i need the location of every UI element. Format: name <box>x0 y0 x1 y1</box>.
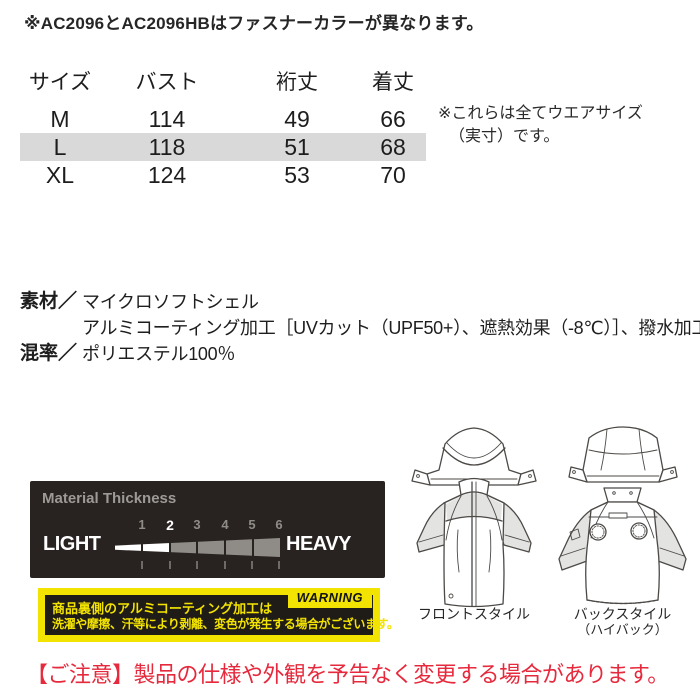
sleeve-value: 53 <box>284 161 310 188</box>
gauge-tick <box>169 561 171 569</box>
size-table: サイズ バスト 裄丈 着丈 M 114 49 66 L 118 51 68 XL… <box>20 66 426 189</box>
gauge-tick <box>278 561 280 569</box>
col-header-sleeve: 裄丈 <box>276 71 318 94</box>
bust-value: 124 <box>147 161 187 188</box>
thickness-level-6: 6 <box>275 517 283 532</box>
thickness-level-4: 4 <box>221 517 229 532</box>
gauge-segment-6 <box>254 538 280 557</box>
gauge-segment-1-filled <box>115 538 141 557</box>
wear-size-note: ※これらは全てウエアサイズ （実寸）です。 <box>438 102 643 148</box>
material-label: 素材／ <box>20 291 78 312</box>
thickness-gauge-wedge <box>115 538 280 557</box>
thickness-heavy-label: HEAVY <box>286 533 351 555</box>
change-notice: 【ご注意】製品の仕様や外観を予告なく変更する場合があります。 <box>26 662 669 687</box>
gauge-tick <box>224 561 226 569</box>
col-header-size: サイズ <box>28 71 92 94</box>
sleeve-value: 49 <box>284 105 310 132</box>
gauge-tick <box>196 561 198 569</box>
table-row: M 114 49 66 <box>20 105 426 133</box>
gauge-segment-4 <box>198 538 225 557</box>
warning-text-line1: 商品裏側のアルミコーティング加工は <box>52 601 273 616</box>
warning-box: WARNING 商品裏側のアルミコーティング加工は 洗濯や摩擦、汗等により剥離、… <box>38 588 399 642</box>
size-value: L <box>53 133 67 160</box>
warning-text-line2: 洗濯や摩擦、汗等により剥離、変色が発生する場合がございます。 <box>52 617 399 631</box>
gauge-segment-2-filled <box>142 538 169 557</box>
material-value-continued: アルミコーティング加工［UVカット（UPF50+）、遮熱効果（-8℃）］、撥水加… <box>82 318 700 338</box>
fiber-ratio-value: ポリエステル100％ <box>82 344 236 364</box>
thickness-level-3: 3 <box>193 517 201 532</box>
material-value: マイクロソフトシェル <box>82 292 259 312</box>
back-style-label-line1: バックスタイル <box>573 606 672 622</box>
wear-size-note-line2: （実寸）です。 <box>449 128 560 145</box>
gauge-segment-5 <box>226 538 253 557</box>
gauge-segment-3 <box>170 538 197 557</box>
size-table-header: サイズ バスト 裄丈 着丈 <box>20 66 426 94</box>
wear-size-note-line1: ※これらは全てウエアサイズ <box>438 105 643 122</box>
material-info: 素材／ マイクロソフトシェル アルミコーティング加工［UVカット（UPF50+）… <box>20 289 700 367</box>
material-label-spacer <box>20 315 82 341</box>
front-style-illustration <box>411 427 537 608</box>
zipper-color-note: ※AC2096とAC2096HBはファスナーカラーが異なります。 <box>24 14 484 33</box>
col-header-bust: バスト <box>135 71 199 94</box>
bust-value: 114 <box>148 105 186 132</box>
front-style-label: フロントスタイル <box>418 606 530 622</box>
col-header-length: 着丈 <box>372 71 414 94</box>
bust-value: 118 <box>148 133 186 160</box>
length-value: 66 <box>380 105 406 132</box>
thickness-level-2-active: 2 <box>166 517 174 533</box>
size-value: XL <box>45 161 75 188</box>
material-line: 素材／ マイクロソフトシェル <box>20 289 700 315</box>
length-value: 68 <box>380 133 406 160</box>
thickness-level-1: 1 <box>138 517 146 532</box>
table-row: XL 124 53 70 <box>20 161 426 189</box>
gauge-tick <box>251 561 253 569</box>
back-style-label: バックスタイル （ハイバック） <box>545 606 700 638</box>
material-line-continued: アルミコーティング加工［UVカット（UPF50+）、遮熱効果（-8℃）］、撥水加… <box>20 315 700 341</box>
length-value: 70 <box>380 161 406 188</box>
back-style-label-line2: （ハイバック） <box>577 622 668 637</box>
size-value: M <box>50 105 70 132</box>
fiber-ratio-label: 混率／ <box>20 343 78 364</box>
warning-badge: WARNING <box>287 588 372 608</box>
sleeve-value: 51 <box>284 133 310 160</box>
thickness-title: Material Thickness <box>42 490 177 507</box>
table-row-highlighted: L 118 51 68 <box>20 133 426 161</box>
thickness-level-5: 5 <box>248 517 256 532</box>
material-thickness-panel: Material Thickness LIGHT HEAVY 1 2 3 4 5… <box>30 481 385 578</box>
fiber-ratio-line: 混率／ ポリエステル100％ <box>20 341 700 367</box>
gauge-tick <box>141 561 143 569</box>
back-style-illustration <box>558 426 687 605</box>
thickness-light-label: LIGHT <box>43 533 101 555</box>
